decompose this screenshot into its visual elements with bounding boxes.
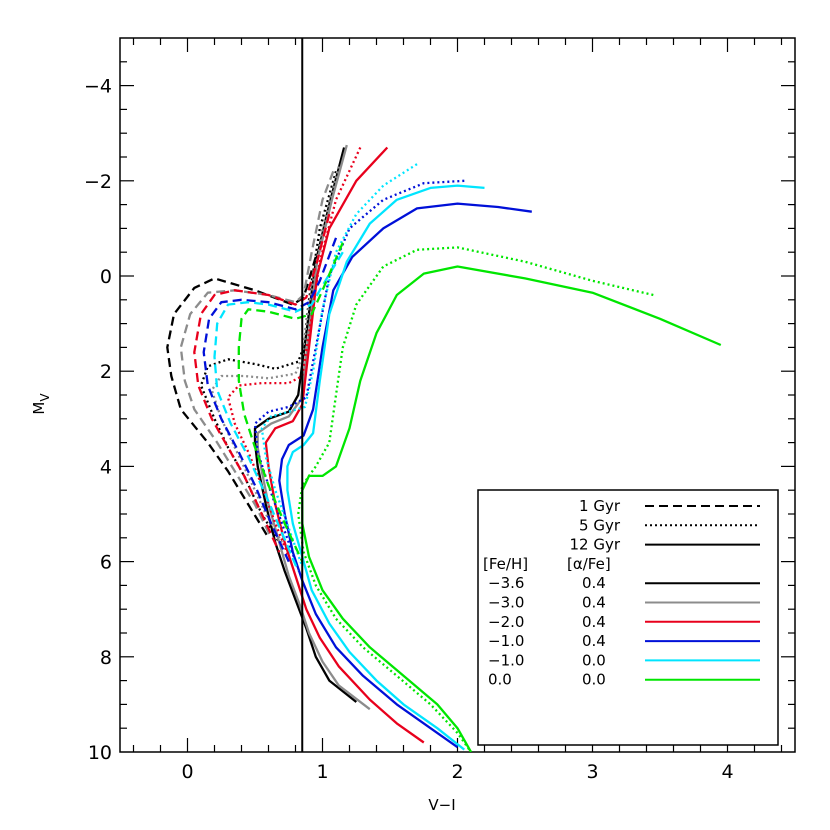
legend-feh-value: 0.0 [488,671,512,689]
series-line [179,170,335,539]
legend-age-label: 12 Gyr [569,536,620,554]
legend-feh-value: −1.0 [488,632,524,650]
legend-feh-value: −1.0 [488,651,524,669]
y-axis-title-sub: V [38,393,52,402]
y-tick-label: 8 [100,647,112,669]
y-tick-label: −4 [84,76,112,98]
y-tick-label: 0 [100,266,112,288]
svg-text:MV: MV [30,393,52,415]
legend-age-label: 5 Gyr [579,516,621,534]
series-line [264,146,425,744]
x-axis-title: V−I [428,796,455,814]
x-tick-label: 3 [586,761,598,783]
legend-afe-value: 0.4 [582,594,606,612]
legend-header-afe: [α/Fe] [567,555,611,573]
series-line [237,242,344,563]
series-line [213,251,344,572]
legend-feh-value: −3.6 [488,574,524,592]
series-line [226,147,362,558]
legend-afe-value: 0.4 [582,574,606,592]
series-line [260,163,418,567]
legend-afe-value: 0.0 [582,651,606,669]
x-tick-label: 2 [451,761,463,783]
legend-age-label: 1 Gyr [579,497,621,515]
series-line [301,265,722,752]
x-tick-label: 1 [316,761,328,783]
legend-header-feh: [Fe/H] [483,555,528,573]
x-tick-label: 0 [181,761,193,783]
series-layer [166,144,722,752]
axis-tick-labels: 0 1 2 3 4 −4 −2 0 2 4 6 8 10 [84,76,734,783]
series-line [253,179,465,562]
legend-feh-value: −2.0 [488,613,524,631]
y-axis-title-main: M [30,402,48,415]
y-tick-label: 10 [88,742,112,764]
legend-afe-value: 0.0 [582,671,606,689]
series-line [278,202,532,749]
series-line [166,256,317,539]
y-tick-label: 2 [100,361,112,383]
y-tick-label: 4 [100,456,112,478]
series-line [210,166,340,544]
y-axis-title: MV [30,393,52,415]
series-line [297,246,654,752]
y-tick-label: −2 [84,171,112,193]
series-line [286,184,485,751]
x-tick-label: 4 [721,761,733,783]
series-line [199,170,338,544]
legend-afe-value: 0.4 [582,632,606,650]
y-tick-label: 6 [100,552,112,574]
series-line [202,237,338,563]
axis-ticks [120,38,795,752]
legend-afe-value: 0.4 [582,613,606,631]
series-line [193,213,331,553]
legend-feh-value: −3.0 [488,594,524,612]
legend-box [477,489,779,746]
